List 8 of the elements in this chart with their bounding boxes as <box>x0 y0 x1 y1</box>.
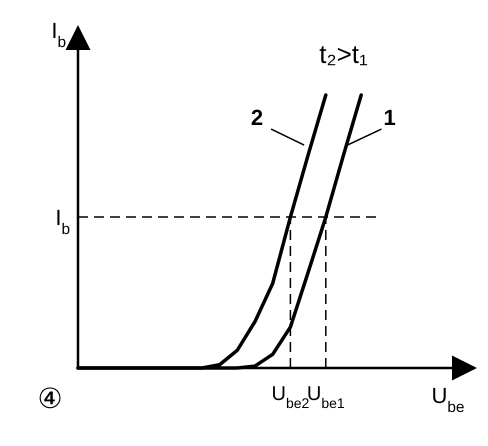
text: t₂>t₁ <box>319 39 368 69</box>
text: 2 <box>250 105 264 130</box>
x-axis-title: U$_{be}$ <box>431 383 465 416</box>
series-label: 1 <box>384 105 396 130</box>
text: ④ <box>38 383 62 414</box>
x-tick-label: U$_{be2}$ <box>271 383 310 411</box>
ref-line-label: I$_{b}$ <box>55 205 70 238</box>
y-axis-title: I$_{b}$ <box>51 18 66 50</box>
